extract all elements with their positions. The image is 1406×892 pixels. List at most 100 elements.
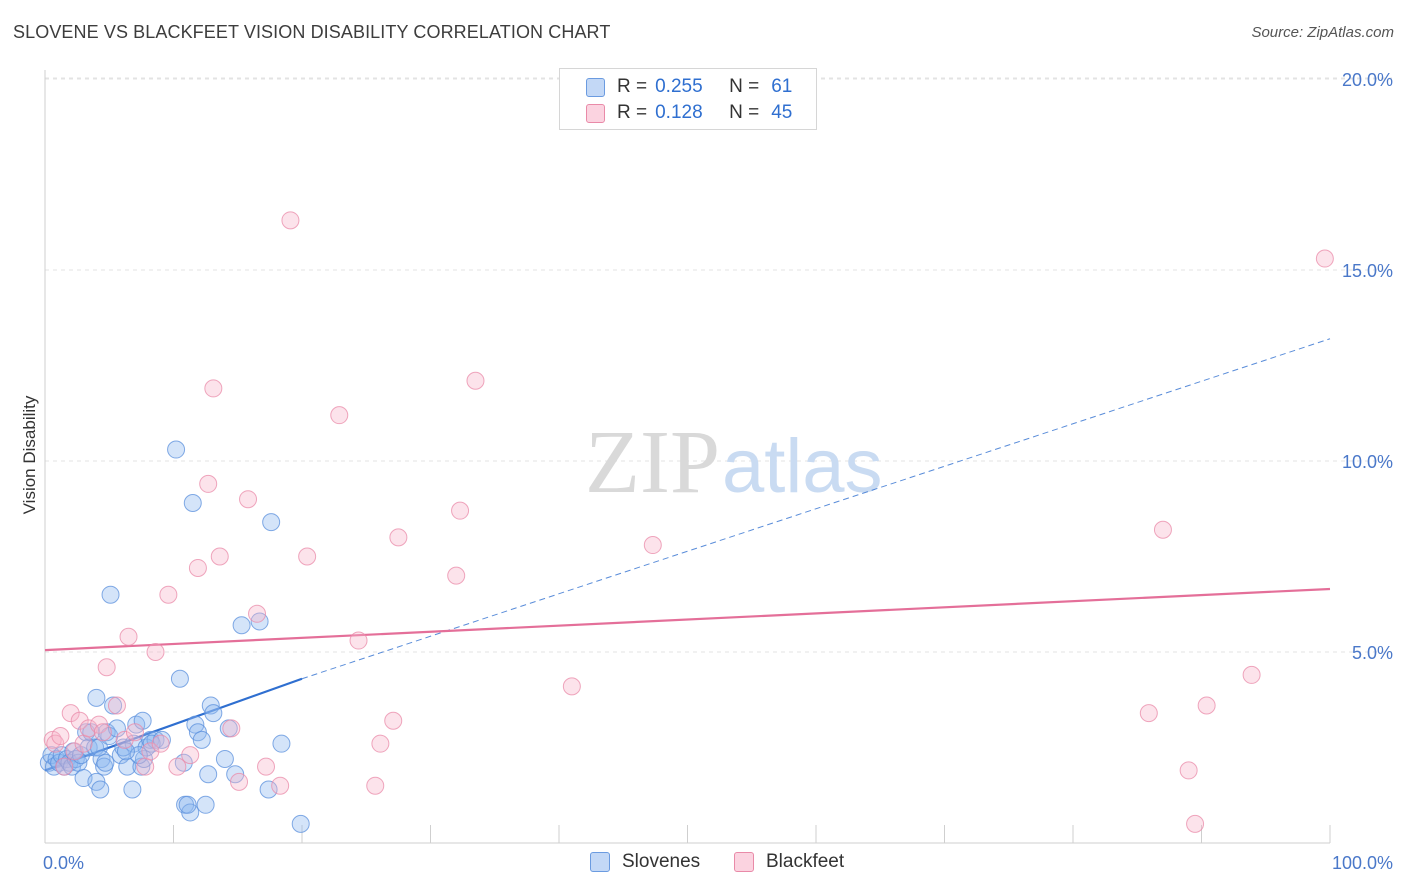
point-blackfeet	[298, 547, 317, 566]
tick-labels: 5.0% 10.0% 15.0% 20.0% 0.0% 100.0%	[43, 70, 1393, 873]
point-blackfeet	[210, 547, 229, 566]
point-blackfeet	[384, 711, 403, 730]
point-slovenes	[87, 688, 106, 707]
bottom-legend-blackfeet: Blackfeet	[734, 851, 844, 873]
point-blackfeet	[1242, 665, 1261, 684]
point-slovenes	[272, 734, 291, 753]
point-blackfeet	[1186, 814, 1205, 833]
point-slovenes	[101, 585, 120, 604]
bottom-legend-swatch-slovenes	[590, 852, 610, 872]
point-blackfeet	[643, 536, 662, 555]
bottom-legend-label-blackfeet: Blackfeet	[766, 851, 845, 872]
point-slovenes	[232, 616, 251, 635]
point-blackfeet	[389, 528, 408, 547]
point-blackfeet	[204, 379, 223, 398]
legend: R = 0.255 N = 61 R = 0.128 N = 45	[559, 68, 817, 130]
y-tick-label: 5.0%	[1352, 643, 1393, 663]
point-blackfeet	[151, 734, 170, 753]
point-blackfeet	[115, 730, 134, 749]
y-tick-label: 10.0%	[1342, 452, 1393, 472]
point-blackfeet	[119, 627, 138, 646]
point-blackfeet	[168, 757, 187, 776]
point-blackfeet	[1315, 249, 1334, 268]
x-tick-label: 0.0%	[43, 853, 84, 873]
point-blackfeet	[349, 631, 368, 650]
bottom-legend-swatch-blackfeet	[734, 852, 754, 872]
trend-lines	[44, 338, 1331, 772]
legend-swatch-blackfeet	[586, 103, 605, 123]
point-slovenes	[183, 494, 202, 513]
point-slovenes	[204, 704, 223, 723]
chart-title: SLOVENE VS BLACKFEET VISION DISABILITY C…	[13, 22, 611, 42]
point-blackfeet	[239, 490, 258, 509]
data-points	[39, 211, 1334, 833]
point-blackfeet	[222, 719, 241, 738]
point-blackfeet	[451, 501, 470, 520]
watermark-zip: ZIP	[585, 413, 720, 512]
point-blackfeet	[371, 734, 390, 753]
legend-n-value: 61	[771, 76, 793, 97]
point-blackfeet	[107, 696, 126, 715]
point-slovenes	[123, 780, 142, 799]
source-label: Source: ZipAtlas.com	[1251, 24, 1394, 41]
legend-n-label: N =	[729, 102, 760, 123]
point-blackfeet	[74, 734, 93, 753]
point-blackfeet	[159, 585, 178, 604]
point-slovenes	[104, 696, 123, 715]
legend-n-label: N =	[729, 76, 760, 97]
point-blackfeet	[61, 704, 80, 723]
point-blackfeet	[230, 772, 249, 791]
trend-extension-slovenes	[301, 338, 1331, 680]
point-blackfeet	[93, 723, 112, 742]
point-slovenes	[192, 730, 211, 749]
point-slovenes	[116, 742, 135, 761]
watermark-atlas: atlas	[722, 424, 883, 509]
legend-r-label: R =	[617, 102, 648, 123]
point-slovenes	[178, 795, 197, 814]
point-blackfeet	[248, 604, 267, 623]
point-slovenes	[262, 513, 281, 532]
point-slovenes	[167, 440, 186, 459]
point-blackfeet	[1197, 696, 1216, 715]
trend-line-slovenes	[44, 677, 303, 772]
point-blackfeet	[79, 719, 98, 738]
point-blackfeet	[55, 757, 74, 776]
point-blackfeet	[141, 742, 160, 761]
point-slovenes	[170, 669, 189, 688]
grid-lines	[45, 77, 1392, 653]
point-slovenes	[259, 780, 278, 799]
legend-row-blackfeet: R = 0.128 N = 45	[586, 100, 792, 126]
legend-n-value: 45	[771, 102, 793, 123]
point-blackfeet	[70, 711, 89, 730]
point-slovenes	[291, 814, 310, 833]
point-slovenes	[199, 765, 218, 784]
point-slovenes	[86, 738, 105, 757]
point-blackfeet	[65, 742, 84, 761]
legend-r-value: 0.128	[655, 102, 703, 123]
point-blackfeet	[51, 727, 70, 746]
point-blackfeet	[1139, 704, 1158, 723]
bottom-legend-slovenes: Slovenes	[590, 851, 700, 873]
point-blackfeet	[466, 371, 485, 390]
point-blackfeet	[281, 211, 300, 230]
point-slovenes	[96, 753, 115, 772]
point-blackfeet	[562, 677, 581, 696]
point-blackfeet	[1179, 761, 1198, 780]
point-slovenes	[118, 757, 137, 776]
legend-row-slovenes: R = 0.255 N = 61	[586, 74, 792, 100]
x-tick-label: 100.0%	[1332, 853, 1393, 873]
point-slovenes	[215, 749, 234, 768]
point-blackfeet	[447, 566, 466, 585]
point-blackfeet	[1153, 520, 1172, 539]
point-blackfeet	[97, 658, 116, 677]
legend-swatch-slovenes	[586, 77, 605, 97]
point-blackfeet	[271, 776, 290, 795]
y-tick-label: 20.0%	[1342, 70, 1393, 90]
point-blackfeet	[136, 757, 155, 776]
point-blackfeet	[199, 474, 218, 493]
point-blackfeet	[366, 776, 385, 795]
point-blackfeet	[188, 558, 207, 577]
point-blackfeet	[146, 643, 165, 661]
y-tick-label: 15.0%	[1342, 261, 1393, 281]
